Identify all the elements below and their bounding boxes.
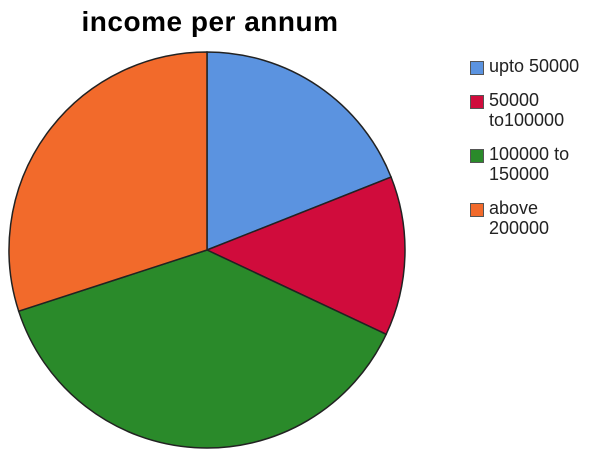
legend: upto 50000 50000 to100000 100000 to 150000… xyxy=(470,56,610,252)
legend-label: upto 50000 xyxy=(489,56,580,76)
legend-item: above 200000 xyxy=(470,198,610,238)
pie-slice-2 xyxy=(205,176,406,336)
legend-item: upto 50000 xyxy=(470,56,610,76)
legend-swatch xyxy=(470,149,484,163)
pie-slice-1 xyxy=(206,51,393,252)
legend-label: above 200000 xyxy=(489,198,550,238)
legend-label: 50000 to100000 xyxy=(489,90,565,130)
pie-slice-4 xyxy=(8,51,208,313)
pie-slice-3 xyxy=(17,249,388,449)
chart-title: income per annum xyxy=(81,6,339,37)
legend-swatch xyxy=(470,95,484,109)
legend-item: 50000 to100000 xyxy=(470,90,610,130)
legend-label: 100000 to 150000 xyxy=(489,144,570,184)
legend-item: 100000 to 150000 xyxy=(470,144,610,184)
pie-slices xyxy=(8,51,406,449)
legend-swatch xyxy=(470,203,484,217)
legend-swatch xyxy=(470,61,484,75)
